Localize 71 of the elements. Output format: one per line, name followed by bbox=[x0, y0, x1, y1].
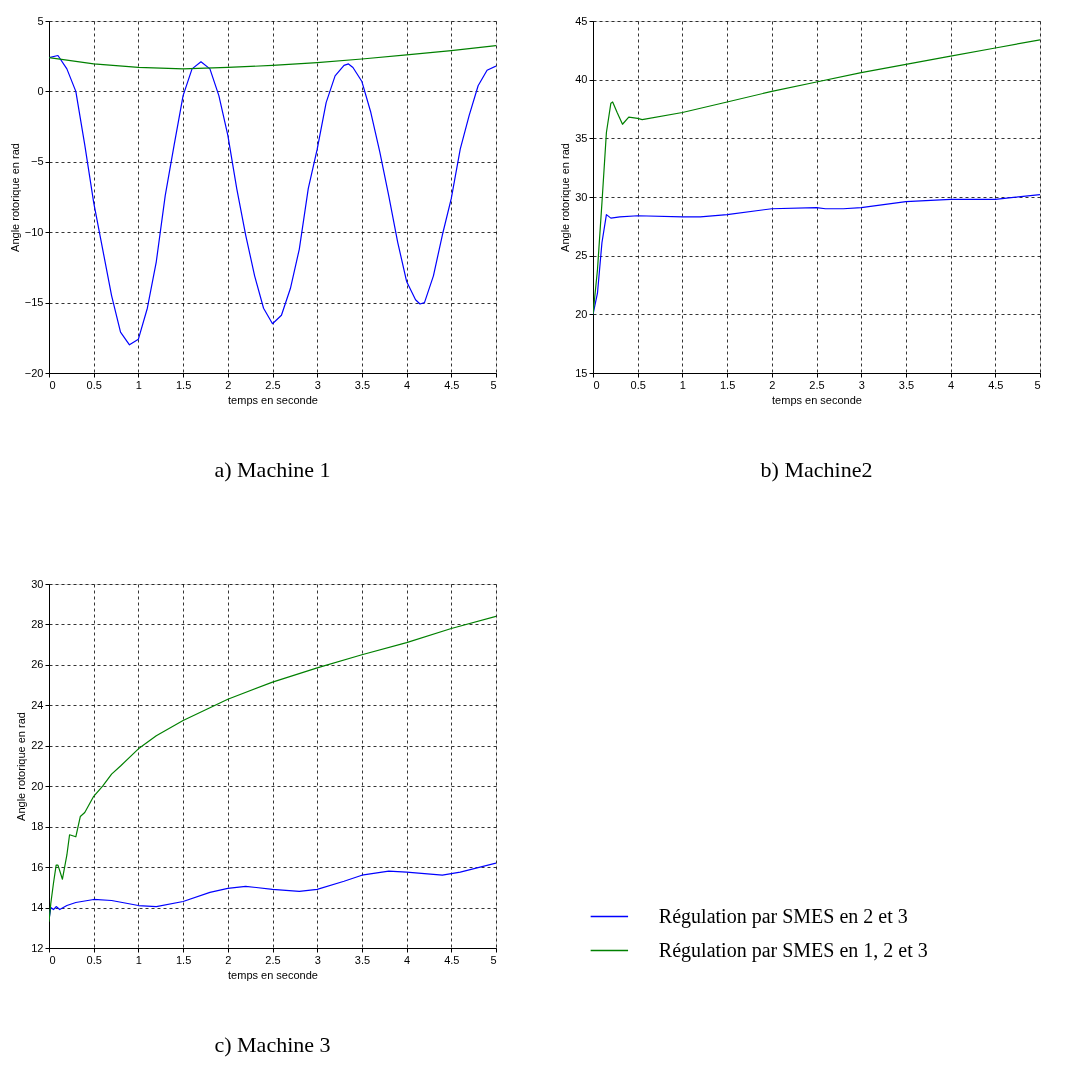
x-tick-label: 5 bbox=[490, 953, 497, 966]
y-tick-label: 30 bbox=[575, 190, 588, 203]
x-tick-label: 0 bbox=[49, 378, 56, 391]
y-tick-label: −10 bbox=[24, 225, 44, 238]
y-tick-label: 18 bbox=[31, 820, 44, 833]
x-tick-label: 3.5 bbox=[354, 378, 371, 391]
y-tick-label: −20 bbox=[24, 366, 44, 379]
x-tick-label: 0 bbox=[593, 378, 600, 391]
x-tick-label: 4.5 bbox=[444, 953, 460, 966]
line-series bbox=[593, 39, 1040, 315]
x-tick-label: 1 bbox=[135, 378, 142, 391]
x-tick-label: 1 bbox=[135, 953, 142, 966]
legend-label: Régulation par SMES en 2 et 3 bbox=[658, 904, 908, 928]
x-tick-label: 5 bbox=[1034, 378, 1041, 391]
line-series bbox=[49, 45, 496, 70]
y-tick-label: 0 bbox=[37, 84, 44, 97]
y-tick-label: 14 bbox=[31, 901, 44, 914]
x-tick-label: 1.5 bbox=[719, 378, 736, 391]
x-tick-label: 2.5 bbox=[265, 953, 281, 966]
x-tick-label: 0.5 bbox=[630, 378, 646, 391]
line-series bbox=[49, 54, 496, 346]
y-tick-label: 26 bbox=[31, 658, 44, 671]
x-tick-label: 3.5 bbox=[898, 378, 915, 391]
x-tick-label: 2 bbox=[225, 953, 232, 966]
legend-label: Régulation par SMES en 1, 2 et 3 bbox=[658, 938, 928, 962]
x-tick-label: 0.5 bbox=[86, 953, 102, 966]
x-tick-label: 4.5 bbox=[988, 378, 1004, 391]
text: a) Machine 1 bbox=[214, 457, 331, 482]
line-series bbox=[49, 615, 496, 923]
x-tick-label: 1.5 bbox=[175, 953, 192, 966]
x-tick-label: 4 bbox=[404, 378, 411, 391]
y-tick-label: −5 bbox=[30, 155, 44, 168]
text: c) Machine 3 bbox=[214, 1032, 331, 1057]
x-tick-label: 0.5 bbox=[86, 378, 102, 391]
x-tick-label: 2 bbox=[225, 378, 232, 391]
x-axis-title: temps en seconde bbox=[772, 393, 862, 406]
x-tick-label: 5 bbox=[490, 378, 497, 391]
y-tick-label: 40 bbox=[575, 73, 588, 86]
y-tick-label: 12 bbox=[31, 941, 44, 954]
x-tick-label: 1.5 bbox=[175, 378, 192, 391]
y-tick-label: 28 bbox=[31, 617, 44, 630]
y-tick-label: −15 bbox=[24, 296, 44, 309]
y-tick-label: 20 bbox=[575, 307, 588, 320]
y-tick-label: 20 bbox=[31, 779, 44, 792]
y-tick-label: 25 bbox=[575, 249, 588, 262]
x-tick-label: 2.5 bbox=[809, 378, 825, 391]
x-tick-label: 4.5 bbox=[444, 378, 460, 391]
x-tick-label: 4 bbox=[948, 378, 955, 391]
x-tick-label: 3 bbox=[858, 378, 865, 391]
x-tick-label: 3 bbox=[314, 378, 321, 391]
y-tick-label: 45 bbox=[575, 14, 588, 27]
y-axis-title: Angle rotorique en rad bbox=[15, 712, 28, 821]
x-tick-label: 1 bbox=[679, 378, 686, 391]
x-tick-label: 0 bbox=[49, 953, 56, 966]
text: b) Machine2 bbox=[760, 457, 873, 482]
y-tick-label: 30 bbox=[31, 577, 44, 590]
y-tick-label: 15 bbox=[575, 366, 588, 379]
x-tick-label: 2.5 bbox=[265, 378, 281, 391]
x-tick-label: 3 bbox=[314, 953, 321, 966]
y-axis-title: Angle rotorique en rad bbox=[8, 143, 21, 252]
x-tick-label: 3.5 bbox=[354, 953, 371, 966]
x-axis-title: temps en seconde bbox=[228, 968, 318, 981]
y-tick-label: 24 bbox=[31, 698, 44, 711]
x-tick-label: 2 bbox=[769, 378, 776, 391]
x-axis-title: temps en seconde bbox=[228, 393, 318, 406]
y-tick-label: 35 bbox=[575, 131, 588, 144]
x-tick-label: 4 bbox=[404, 953, 411, 966]
y-tick-label: 16 bbox=[31, 860, 44, 873]
y-tick-label: 22 bbox=[31, 739, 44, 752]
y-tick-label: 5 bbox=[37, 14, 44, 27]
y-axis-title: Angle rotorique en rad bbox=[559, 143, 572, 252]
